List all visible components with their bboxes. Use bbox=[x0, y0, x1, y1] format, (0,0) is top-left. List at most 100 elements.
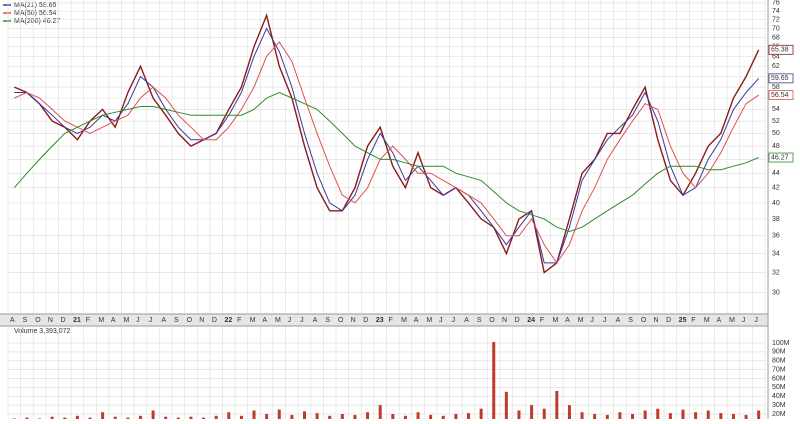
x-tick-label: J bbox=[742, 317, 746, 324]
volume-bar bbox=[441, 415, 445, 419]
y-tick-label: 48 bbox=[772, 143, 780, 150]
volume-bar bbox=[656, 408, 660, 419]
x-tick-label: M bbox=[401, 317, 407, 324]
volume-bar bbox=[706, 410, 710, 419]
x-tick-label: F bbox=[86, 317, 90, 324]
volume-bar bbox=[113, 416, 117, 419]
x-tick-label: 22 bbox=[224, 317, 232, 324]
x-tick-label: F bbox=[540, 317, 544, 324]
y-tick-label: 52 bbox=[772, 118, 780, 125]
x-tick-label: O bbox=[641, 317, 647, 324]
volume-bar bbox=[731, 414, 735, 419]
volume-label: Volume 3,393,072 bbox=[14, 328, 71, 335]
x-tick-label: S bbox=[325, 317, 330, 324]
volume-bar bbox=[403, 415, 407, 419]
volume-bar bbox=[530, 405, 534, 419]
x-tick-label: S bbox=[23, 317, 28, 324]
volume-bar bbox=[668, 413, 672, 419]
volume-bar bbox=[164, 416, 168, 419]
value-box-label: 56.54 bbox=[771, 92, 789, 99]
x-tick-label: O bbox=[187, 317, 193, 324]
volume-bar bbox=[757, 410, 761, 419]
volume-bar bbox=[618, 412, 622, 419]
y-tick-label: 30M bbox=[772, 402, 786, 409]
x-tick-label: M bbox=[426, 317, 432, 324]
volume-bar bbox=[328, 415, 332, 419]
volume-bar bbox=[391, 414, 395, 419]
y-tick-label: 58 bbox=[772, 84, 780, 91]
series-line bbox=[14, 27, 760, 264]
legend-value: 56.54 bbox=[39, 10, 57, 17]
volume-bar bbox=[631, 414, 635, 419]
x-tick-label: F bbox=[691, 317, 695, 324]
x-tick-label: N bbox=[653, 317, 658, 324]
x-tick-label: N bbox=[199, 317, 204, 324]
x-tick-label: J bbox=[452, 317, 456, 324]
series-line bbox=[13, 91, 759, 233]
x-tick-label: J bbox=[149, 317, 153, 324]
y-tick-label: 60M bbox=[772, 375, 786, 382]
y-tick-label: 40 bbox=[772, 200, 780, 207]
y-tick-label: 50M bbox=[772, 384, 786, 391]
x-tick-label: M bbox=[553, 317, 559, 324]
legend-value: 46.27 bbox=[43, 18, 61, 25]
volume-bar bbox=[189, 416, 193, 419]
volume-bar bbox=[517, 410, 521, 419]
volume-bar bbox=[63, 417, 67, 419]
volume-bar bbox=[227, 412, 231, 419]
volume-bar bbox=[593, 414, 597, 419]
x-tick-label: J bbox=[603, 317, 607, 324]
volume-bar bbox=[429, 414, 433, 419]
x-tick-label: D bbox=[666, 317, 671, 324]
x-tick-label: A bbox=[111, 317, 116, 324]
volume-bar bbox=[416, 412, 420, 419]
value-box-label: 65.38 bbox=[771, 47, 789, 54]
x-tick-label: A bbox=[464, 317, 469, 324]
x-tick-label: O bbox=[338, 317, 344, 324]
y-tick-label: 34 bbox=[772, 250, 780, 257]
volume-bar bbox=[265, 414, 269, 419]
volume-bar bbox=[88, 417, 92, 419]
y-tick-label: 32 bbox=[772, 269, 780, 276]
x-tick-label: J bbox=[439, 317, 443, 324]
volume-bar bbox=[492, 342, 496, 419]
x-tick-label: 23 bbox=[376, 317, 384, 324]
volume-bar bbox=[555, 390, 559, 419]
legend-label: MA(50) 56.54 bbox=[14, 10, 57, 17]
y-tick-label: 36 bbox=[772, 233, 780, 240]
value-box-label: 59.65 bbox=[771, 75, 789, 82]
value-box-label: 46.27 bbox=[771, 154, 789, 161]
volume-bar bbox=[643, 410, 647, 419]
volume-bar bbox=[239, 415, 243, 419]
x-tick-label: 21 bbox=[73, 317, 81, 324]
x-tick-label: A bbox=[565, 317, 570, 324]
volume-bar bbox=[302, 411, 306, 419]
x-tick-label: S bbox=[628, 317, 633, 324]
y-tick-label: 90M bbox=[772, 349, 786, 356]
legend-label: MA(21) 59.65 bbox=[14, 2, 57, 9]
y-tick-label: 50 bbox=[772, 130, 780, 137]
y-tick-label: 20M bbox=[772, 411, 786, 418]
legend-name: MA(21) bbox=[14, 2, 37, 9]
volume-bar bbox=[252, 410, 256, 419]
volume-bar bbox=[151, 410, 155, 419]
volume-bar bbox=[744, 414, 748, 419]
volume-bar bbox=[719, 413, 723, 419]
volume-bar bbox=[504, 391, 508, 419]
volume-bar bbox=[214, 415, 218, 419]
x-tick-label: A bbox=[414, 317, 419, 324]
x-tick-label: 24 bbox=[527, 317, 535, 324]
x-tick-label: N bbox=[351, 317, 356, 324]
x-tick-label: N bbox=[48, 317, 53, 324]
volume-bar bbox=[290, 414, 294, 419]
x-tick-label: M bbox=[704, 317, 710, 324]
x-tick-label: D bbox=[60, 317, 65, 324]
x-tick-label: F bbox=[389, 317, 393, 324]
x-tick-label: S bbox=[174, 317, 179, 324]
series-line bbox=[14, 41, 759, 264]
volume-bar bbox=[340, 414, 344, 419]
volume-bar bbox=[479, 408, 483, 419]
volume-bar bbox=[542, 408, 546, 419]
x-tick-label: O bbox=[35, 317, 41, 324]
